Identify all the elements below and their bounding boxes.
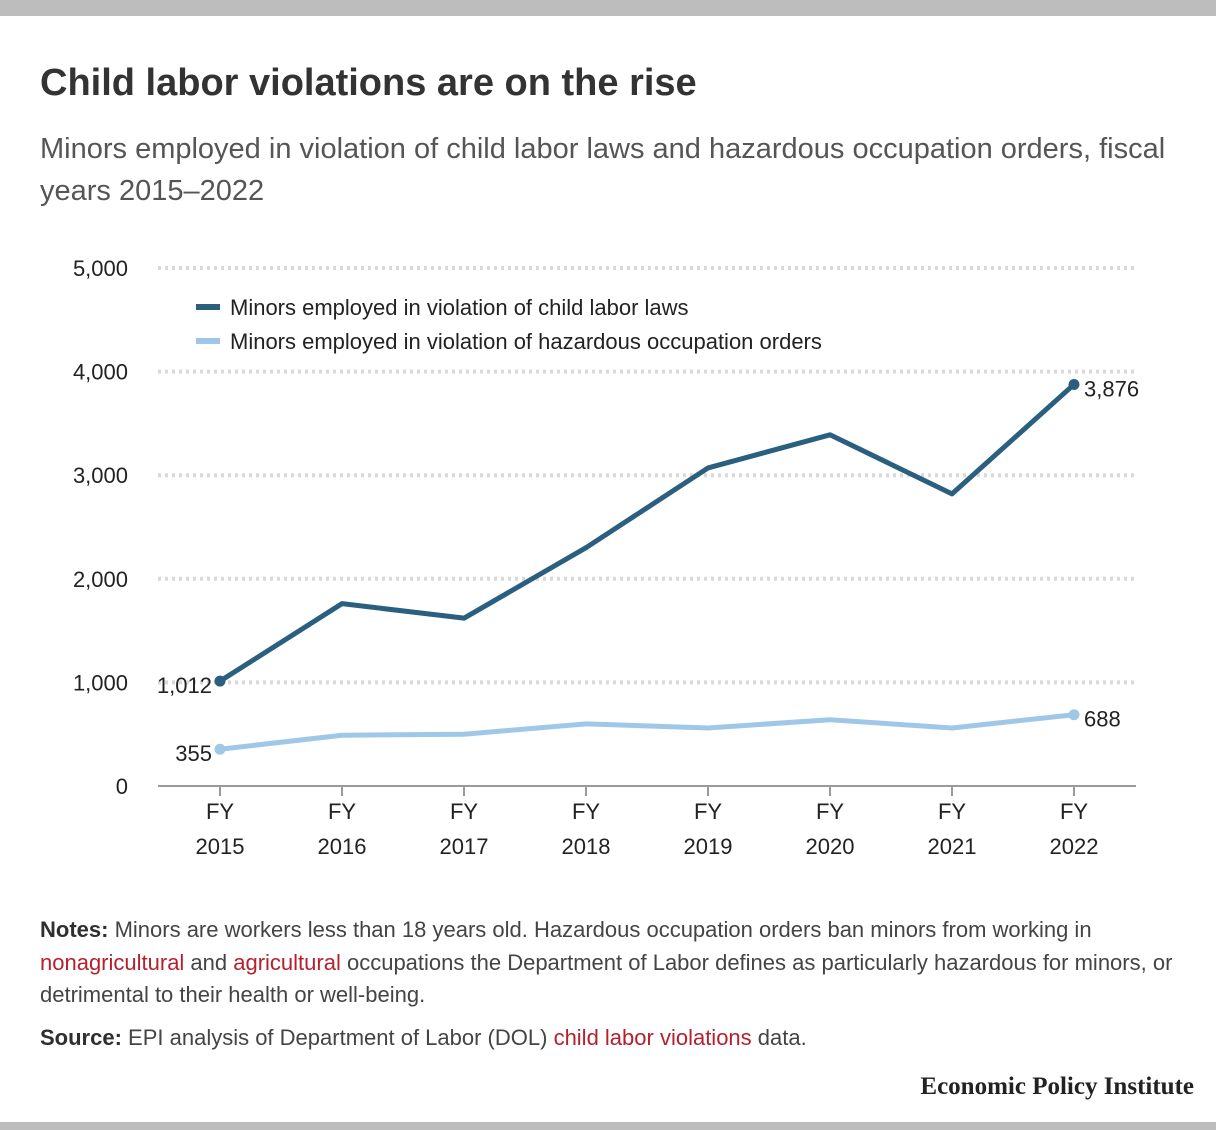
- nonagricultural-link[interactable]: nonagricultural: [40, 949, 185, 975]
- notes: Notes: Minors are workers less than 18 y…: [40, 914, 1190, 1012]
- source-text-2: data.: [751, 1025, 807, 1050]
- series-group: 1,012 3,876 355 688: [157, 376, 1139, 766]
- y-tick-label: 1,000: [73, 670, 128, 695]
- x-tick-label: FY 2020: [806, 799, 855, 859]
- chart-title: Child labor violations are on the rise: [40, 62, 697, 104]
- y-tick-label: 0: [116, 774, 128, 799]
- series-line: [217, 381, 1077, 684]
- x-tick-label: FY 2021: [928, 799, 977, 859]
- notes-text-2: and: [184, 949, 234, 975]
- brand-wordmark: Economic Policy Institute: [920, 1073, 1194, 1100]
- x-tick-label: FY 2019: [684, 799, 733, 859]
- y-tick-label: 5,000: [73, 256, 128, 281]
- bottom-border: [0, 1122, 1216, 1130]
- source-label: Source:: [40, 1025, 122, 1050]
- x-tick-label: FY 2017: [440, 799, 489, 859]
- legend-entry: Minors employed in violation of child la…: [230, 295, 689, 320]
- top-border: [0, 0, 1216, 16]
- data-point: [1068, 709, 1080, 721]
- data-point: [1068, 378, 1080, 390]
- data-label: 1,012: [157, 673, 212, 698]
- data-label: 355: [175, 741, 212, 766]
- notes-text-3: occupations the Department of Labor defi…: [40, 949, 1173, 1008]
- legend-entry: Minors employed in violation of hazardou…: [230, 329, 822, 354]
- x-tick-label: FY 2016: [318, 799, 367, 859]
- source-text-1: EPI analysis of Department of Labor (DOL…: [121, 1025, 554, 1050]
- y-tick-label: 2,000: [73, 567, 128, 592]
- y-axis: 0 1,000 2,000 3,000 4,000 5,000: [73, 256, 128, 799]
- y-tick-label: 3,000: [73, 463, 128, 488]
- series-line: [217, 712, 1077, 752]
- data-label: 688: [1084, 707, 1121, 732]
- x-tick-label: FY 2018: [562, 799, 611, 859]
- data-point: [214, 675, 226, 687]
- data-point: [214, 743, 226, 755]
- x-tick-label: FY 2015: [196, 799, 245, 859]
- x-tick-label: FY 2022: [1050, 799, 1099, 859]
- chart-subtitle: Minors employed in violation of child la…: [40, 133, 1166, 207]
- notes-text-1: Minors are workers less than 18 years ol…: [108, 917, 1092, 942]
- legend: Minors employed in violation of child la…: [196, 295, 822, 354]
- source: Source: EPI analysis of Department of La…: [40, 1022, 1190, 1054]
- x-axis: FY 2015 FY 2016 FY 2017 FY 2018 FY 2019 FY 2020 FY 20…: [158, 785, 1136, 859]
- notes-label: Notes:: [40, 917, 109, 942]
- data-label: 3,876: [1084, 376, 1139, 401]
- child-labor-violations-link[interactable]: child labor violations: [553, 1025, 752, 1050]
- agricultural-link[interactable]: agricultural: [233, 949, 341, 975]
- y-tick-label: 4,000: [73, 360, 128, 385]
